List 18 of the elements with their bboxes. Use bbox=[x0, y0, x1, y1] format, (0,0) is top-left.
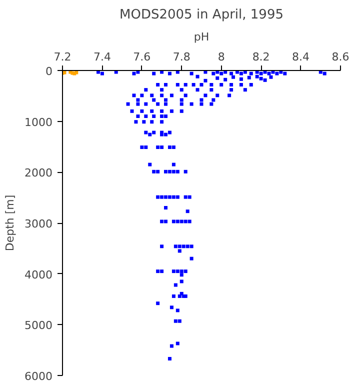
y-tick-label: 4000 bbox=[24, 268, 53, 282]
x-tick-label: 7.2 bbox=[54, 50, 72, 64]
x-tick-label: 8.4 bbox=[292, 50, 310, 64]
x-axis-title: pH bbox=[194, 30, 210, 44]
y-axis-title: Depth [m] bbox=[4, 194, 17, 252]
x-tick-label: 8.6 bbox=[332, 50, 350, 64]
y-tick-label: 3000 bbox=[24, 218, 53, 230]
x-tick-label: 7.4 bbox=[93, 50, 111, 64]
y-tick-label: 6000 bbox=[24, 370, 53, 383]
y-tick-label: 5000 bbox=[24, 319, 53, 332]
y-tick-label: 2000 bbox=[24, 166, 53, 180]
y-tick-label: 0 bbox=[46, 65, 52, 78]
y-tick-label: 1000 bbox=[24, 116, 53, 129]
x-tick-label: 8.2 bbox=[252, 50, 270, 64]
x-tick-label: 7.6 bbox=[133, 50, 151, 64]
x-tick-label: 7.8 bbox=[172, 50, 190, 64]
chart-title: MODS2005 in April, 1995 bbox=[120, 8, 284, 22]
x-tick-label: 8 bbox=[218, 50, 225, 64]
